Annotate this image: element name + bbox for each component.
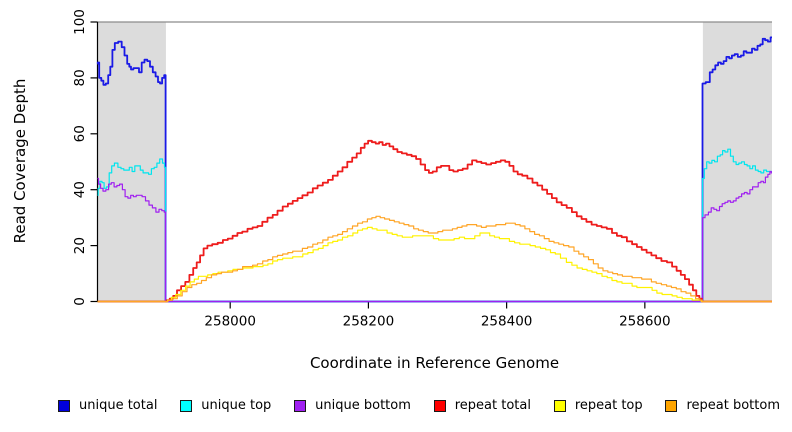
legend-item: unique total [58, 399, 157, 413]
y-axis-title: Read Coverage Depth [11, 78, 29, 244]
legend-swatch [433, 400, 446, 412]
legend-swatch [294, 400, 307, 412]
legend-item: repeat top [553, 398, 643, 413]
y-tick-label: 60 [72, 125, 88, 142]
y-tick-label: 0 [72, 297, 88, 306]
legend-label: unique top [201, 398, 272, 413]
legend-swatch [665, 400, 678, 412]
legend-label: repeat top [574, 398, 643, 413]
legend-label: repeat total [454, 398, 531, 413]
legend-item: repeat bottom [665, 399, 780, 413]
y-tick-label: 40 [72, 181, 88, 198]
legend-label: unique total [79, 398, 158, 413]
legend-label: unique bottom [315, 398, 411, 413]
masked-region-left [97, 22, 166, 302]
series-line-repeat-bottom [97, 215, 772, 303]
legend-label: repeat bottom [686, 398, 780, 413]
series-line-repeat-top [97, 226, 772, 303]
legend-item: repeat total [433, 398, 531, 413]
y-tick-label: 80 [72, 69, 88, 86]
series-line-unique-total [96, 36, 772, 303]
x-tick-label: 258000 [204, 314, 256, 330]
legend-item: unique top [180, 399, 271, 413]
y-tick-label: 100 [72, 9, 88, 35]
masked-region-right [702, 22, 772, 302]
series-line-unique-bottom [97, 170, 772, 303]
legend: unique total unique top unique bottom repea… [58, 396, 780, 416]
legend-swatch [553, 400, 566, 412]
legend-item: unique bottom [294, 399, 411, 413]
legend-swatch [180, 400, 193, 412]
x-tick-label: 258600 [619, 314, 671, 330]
x-tick-label: 258400 [481, 314, 533, 330]
x-axis-title: Coordinate in Reference Genome [309, 354, 560, 372]
legend-swatch [58, 400, 70, 412]
x-tick-label: 258200 [343, 314, 395, 330]
y-tick-label: 20 [72, 237, 88, 254]
series-line-repeat-total [97, 139, 772, 303]
